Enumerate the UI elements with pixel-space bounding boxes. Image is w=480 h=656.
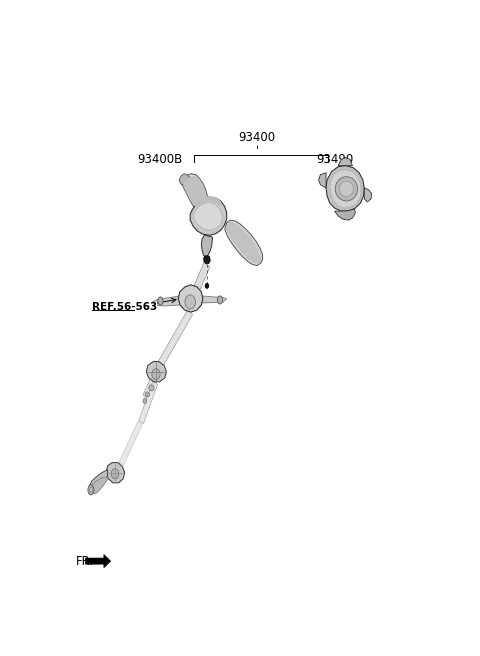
Polygon shape <box>139 381 157 424</box>
Ellipse shape <box>149 385 154 391</box>
Ellipse shape <box>111 468 119 479</box>
Text: FR.: FR. <box>76 554 94 567</box>
Polygon shape <box>90 477 108 494</box>
Polygon shape <box>85 554 110 567</box>
Ellipse shape <box>152 369 160 380</box>
Polygon shape <box>143 362 163 399</box>
Polygon shape <box>190 197 227 236</box>
Text: 93400B: 93400B <box>137 153 183 166</box>
Ellipse shape <box>88 485 94 495</box>
Ellipse shape <box>185 295 195 309</box>
Ellipse shape <box>205 283 209 289</box>
Text: REF.56-563: REF.56-563 <box>92 302 157 312</box>
Polygon shape <box>364 188 372 202</box>
Ellipse shape <box>89 487 92 493</box>
Polygon shape <box>204 255 210 264</box>
Polygon shape <box>319 173 326 188</box>
Polygon shape <box>198 196 222 206</box>
Polygon shape <box>146 361 167 382</box>
Ellipse shape <box>217 296 223 304</box>
Polygon shape <box>338 157 352 165</box>
Polygon shape <box>120 421 142 465</box>
Polygon shape <box>183 176 206 207</box>
Ellipse shape <box>143 398 147 403</box>
Polygon shape <box>179 174 190 185</box>
Polygon shape <box>152 296 180 306</box>
Polygon shape <box>90 470 108 491</box>
Text: 93400: 93400 <box>239 131 276 144</box>
Polygon shape <box>330 170 361 208</box>
Polygon shape <box>226 222 261 264</box>
Ellipse shape <box>339 181 353 196</box>
Polygon shape <box>202 236 213 256</box>
Polygon shape <box>335 209 355 220</box>
Polygon shape <box>225 220 263 266</box>
Polygon shape <box>158 310 192 367</box>
Text: 93490: 93490 <box>317 153 354 166</box>
Ellipse shape <box>335 176 358 201</box>
Polygon shape <box>106 462 125 483</box>
Ellipse shape <box>158 297 163 305</box>
Polygon shape <box>178 285 203 312</box>
Ellipse shape <box>145 392 150 397</box>
Polygon shape <box>193 203 223 230</box>
Polygon shape <box>202 296 227 303</box>
Polygon shape <box>191 262 210 297</box>
Polygon shape <box>181 174 208 210</box>
Polygon shape <box>326 165 364 211</box>
